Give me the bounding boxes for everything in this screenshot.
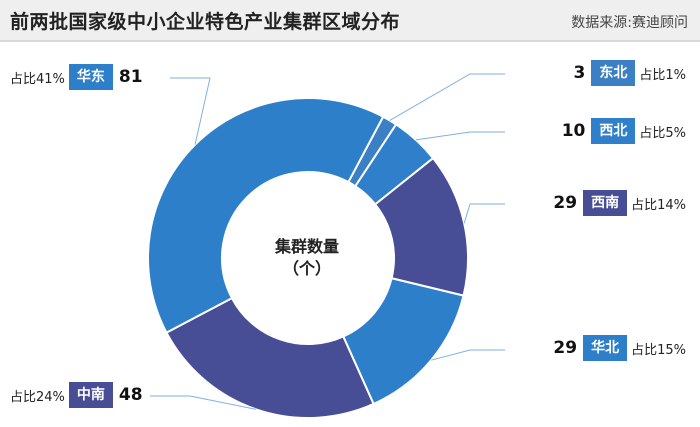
share-label-zhongnan: 占比24% xyxy=(10,389,65,405)
data-source: 数据来源:赛迪顾问 xyxy=(571,15,688,31)
region-tag-xinan: 西南 xyxy=(583,190,628,216)
leader-line-huadong xyxy=(170,77,211,145)
value-xibei: 10 xyxy=(555,118,592,144)
value-huabei: 29 xyxy=(547,335,584,361)
leader-line-dongbei xyxy=(389,73,505,121)
header-divider xyxy=(0,40,700,42)
region-tag-xibei: 西北 xyxy=(591,118,636,144)
value-huadong: 81 xyxy=(112,64,149,90)
value-zhongnan: 48 xyxy=(112,382,149,408)
slice-huadong xyxy=(147,97,385,334)
share-label-dongbei: 占比1% xyxy=(639,67,686,83)
center-label-line1: 集群数量 xyxy=(274,237,339,256)
share-label-xinan: 占比14% xyxy=(631,197,686,213)
label-dongbei: 3 东北 占比1% xyxy=(567,60,686,86)
region-tag-zhongnan: 中南 xyxy=(68,382,113,408)
region-tag-huabei: 华北 xyxy=(583,335,628,361)
label-zhongnan: 占比24% 中南 48 xyxy=(10,382,149,408)
center-label: 集群数量 （个） xyxy=(252,236,362,280)
slice-zhongnan xyxy=(165,296,375,419)
share-label-xibei: 占比5% xyxy=(639,125,686,141)
label-huadong: 占比41% 华东 81 xyxy=(10,64,149,90)
share-label-huabei: 占比15% xyxy=(631,342,686,358)
value-xinan: 29 xyxy=(547,190,584,216)
value-dongbei: 3 xyxy=(567,60,592,86)
chart-title: 前两批国家级中小企业特色产业集群区域分布 xyxy=(10,11,401,33)
region-tag-dongbei: 东北 xyxy=(591,60,636,86)
leader-line-xibei xyxy=(415,131,505,141)
donut-hole xyxy=(223,173,393,343)
label-huabei: 29 华北 占比15% xyxy=(547,335,686,361)
region-tag-huadong: 华东 xyxy=(68,64,113,90)
leader-line-xinan xyxy=(463,203,505,224)
share-label-huadong: 占比41% xyxy=(10,71,65,87)
leader-line-zhongnan xyxy=(150,395,257,410)
leader-line-huabei xyxy=(430,349,505,361)
header-bar: 前两批国家级中小企业特色产业集群区域分布 数据来源:赛迪顾问 xyxy=(0,0,700,40)
center-label-line2: （个） xyxy=(282,259,331,278)
label-xinan: 29 西南 占比14% xyxy=(547,190,686,216)
label-xibei: 10 西北 占比5% xyxy=(555,118,686,144)
